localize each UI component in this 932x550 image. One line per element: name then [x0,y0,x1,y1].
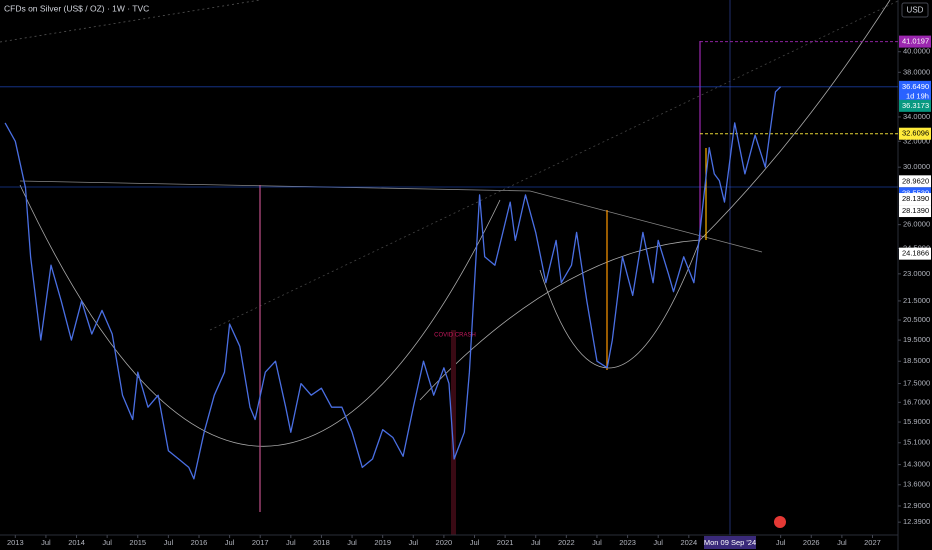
price-tag-label: 28.9620 [902,176,929,185]
price-tag [899,99,931,112]
x-tick-label: Jul [164,538,174,547]
x-tick-label: 2015 [129,538,146,547]
price-tag-label: 28.1390 [902,206,929,215]
price-tag-label: 32.6096 [902,129,929,138]
y-tick-label: 19.5000 [903,335,930,344]
price-tag [899,35,931,48]
price-tag [899,205,931,218]
y-tick-label: 16.7000 [903,397,930,406]
y-tick-label: 15.1000 [903,438,930,447]
x-tick-label: 2027 [864,538,881,547]
crash-zone [451,330,456,535]
x-tick-label: Jul [225,538,235,547]
price-tag-label: 36.3173 [902,101,929,110]
x-tick-label: Jul [408,538,418,547]
x-tick-label: 2019 [374,538,391,547]
y-tick-label: 40.0000 [903,47,930,56]
y-tick-label: 12.9000 [903,501,930,510]
y-tick-label: 15.9000 [903,417,930,426]
y-tick-label: 26.0000 [903,220,930,229]
price-tag [899,247,931,260]
y-tick-label: 17.5000 [903,379,930,388]
price-tag [899,193,931,206]
y-tick-label: 13.6000 [903,480,930,489]
y-tick-label: 23.0000 [903,269,930,278]
currency-button[interactable] [901,2,929,18]
x-tick-label: Jul [776,538,786,547]
y-tick-label: 18.5000 [903,356,930,365]
x-tick-label: 2024 [680,538,697,547]
price-tag [899,80,931,93]
x-tick-label: Jul [41,538,51,547]
y-tick-label: 12.3900 [903,517,930,526]
x-tick-label: 2023 [619,538,636,547]
y-tick-label: 30.0000 [903,162,930,171]
x-tick-label: 2016 [191,538,208,547]
y-tick-label: 21.5000 [903,296,930,305]
crosshair-date-box [704,536,756,549]
neckline [529,190,763,253]
x-tick-label: Jul [286,538,296,547]
x-tick-label: 2014 [68,538,85,547]
x-tick-label: 2021 [497,538,514,547]
x-tick-label: Jul [837,538,847,547]
countdown-box [899,91,931,101]
price-tag-label: 24.1866 [902,249,929,258]
x-tick-label: Jul [531,538,541,547]
x-tick-label: 2020 [436,538,453,547]
event-flag[interactable] [774,516,786,528]
crosshair-date: Mon 09 Sep '24 [704,538,756,547]
y-tick-label: 14.3000 [903,460,930,469]
dotted-trend [0,0,261,43]
countdown: 1d 19h [906,91,929,100]
price-tag-label: 41.0197 [902,37,929,46]
chart-title: CFDs on Silver (US$ / OZ) · 1W · TVC [4,3,149,13]
x-tick-label: 2022 [558,538,575,547]
y-tick-label: 20.5000 [903,315,930,324]
x-tick-label: Jul [102,538,112,547]
handle-arc [539,239,701,369]
x-tick-label: 2013 [7,538,24,547]
price-tag-label: 36.6490 [902,82,929,91]
x-tick-label: Jul [653,538,663,547]
price-tag [899,175,931,188]
price-tag-label: 28.5530 [902,188,929,197]
y-tick-label: 34.0000 [903,112,930,121]
x-tick-label: 2017 [252,538,269,547]
x-tick-label: Jul [470,538,480,547]
neckline [19,180,531,192]
y-tick-label: 38.0000 [903,67,930,76]
price-line [4,86,782,480]
annotation: COVID CRASH [434,333,476,339]
x-tick-label: 2026 [803,538,820,547]
price-tag-label: 28.1390 [902,194,929,203]
x-tick-label: 2018 [313,538,330,547]
currency[interactable]: USD [907,6,924,15]
y-tick-label: 32.0000 [903,136,930,145]
x-tick-label: Jul [592,538,602,547]
x-tick-label: Jul [347,538,357,547]
price-tag [899,127,931,140]
